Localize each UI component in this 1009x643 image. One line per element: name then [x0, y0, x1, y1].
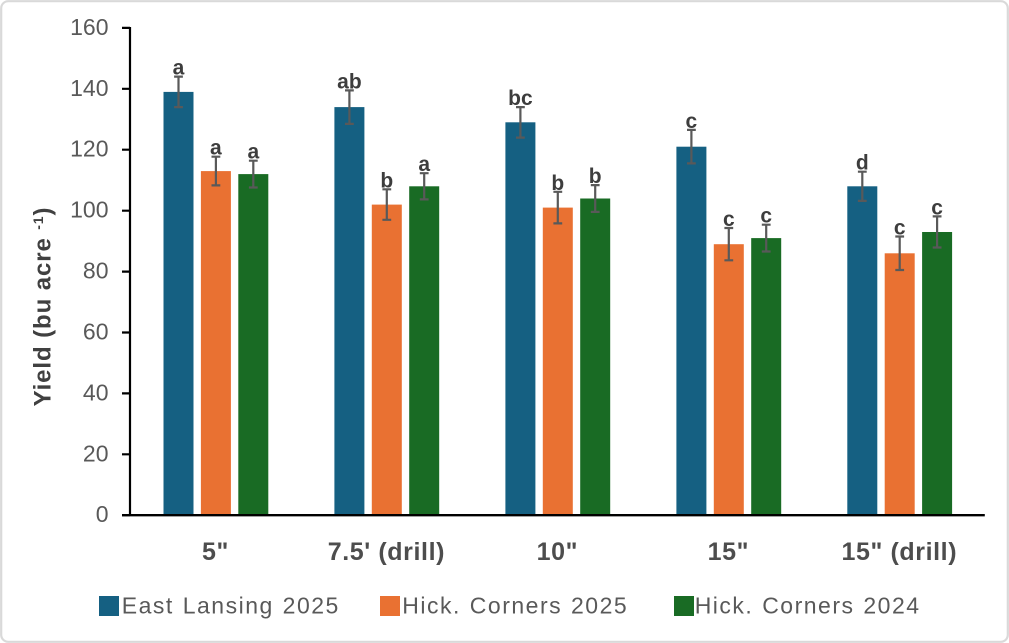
svg-text:c: c: [931, 196, 943, 219]
svg-text:ab: ab: [337, 70, 362, 93]
svg-text:East Lansing 2025: East Lansing 2025: [122, 593, 340, 619]
svg-text:10": 10": [537, 538, 578, 566]
svg-text:7.5' (drill): 7.5' (drill): [328, 538, 445, 566]
svg-text:15" (drill): 15" (drill): [841, 538, 957, 566]
svg-text:5": 5": [202, 538, 229, 566]
svg-text:20: 20: [83, 440, 109, 466]
svg-text:120: 120: [70, 136, 108, 162]
svg-text:100: 100: [70, 197, 108, 223]
svg-text:b: b: [589, 165, 602, 188]
svg-text:Hick. Corners 2024: Hick. Corners 2024: [695, 593, 921, 619]
svg-text:0: 0: [96, 501, 109, 527]
svg-text:140: 140: [70, 75, 108, 101]
svg-text:Hick. Corners 2025: Hick. Corners 2025: [402, 593, 628, 619]
svg-text:80: 80: [83, 258, 109, 284]
svg-text:b: b: [551, 172, 564, 195]
svg-text:a: a: [418, 153, 430, 176]
svg-text:bc: bc: [508, 87, 533, 110]
svg-text:a: a: [173, 57, 185, 80]
svg-text:c: c: [894, 217, 906, 240]
svg-text:60: 60: [83, 319, 109, 345]
svg-text:40: 40: [83, 379, 109, 405]
svg-text:b: b: [380, 169, 393, 192]
svg-text:160: 160: [70, 14, 108, 40]
svg-text:a: a: [247, 141, 259, 164]
svg-text:a: a: [210, 137, 222, 160]
svg-text:Yield (bu acre -1): Yield (bu acre -1): [30, 207, 57, 407]
svg-text:15": 15": [708, 538, 749, 566]
svg-text:d: d: [856, 152, 869, 175]
svg-text:c: c: [723, 208, 735, 231]
svg-text:c: c: [760, 205, 772, 228]
svg-text:c: c: [686, 110, 698, 133]
